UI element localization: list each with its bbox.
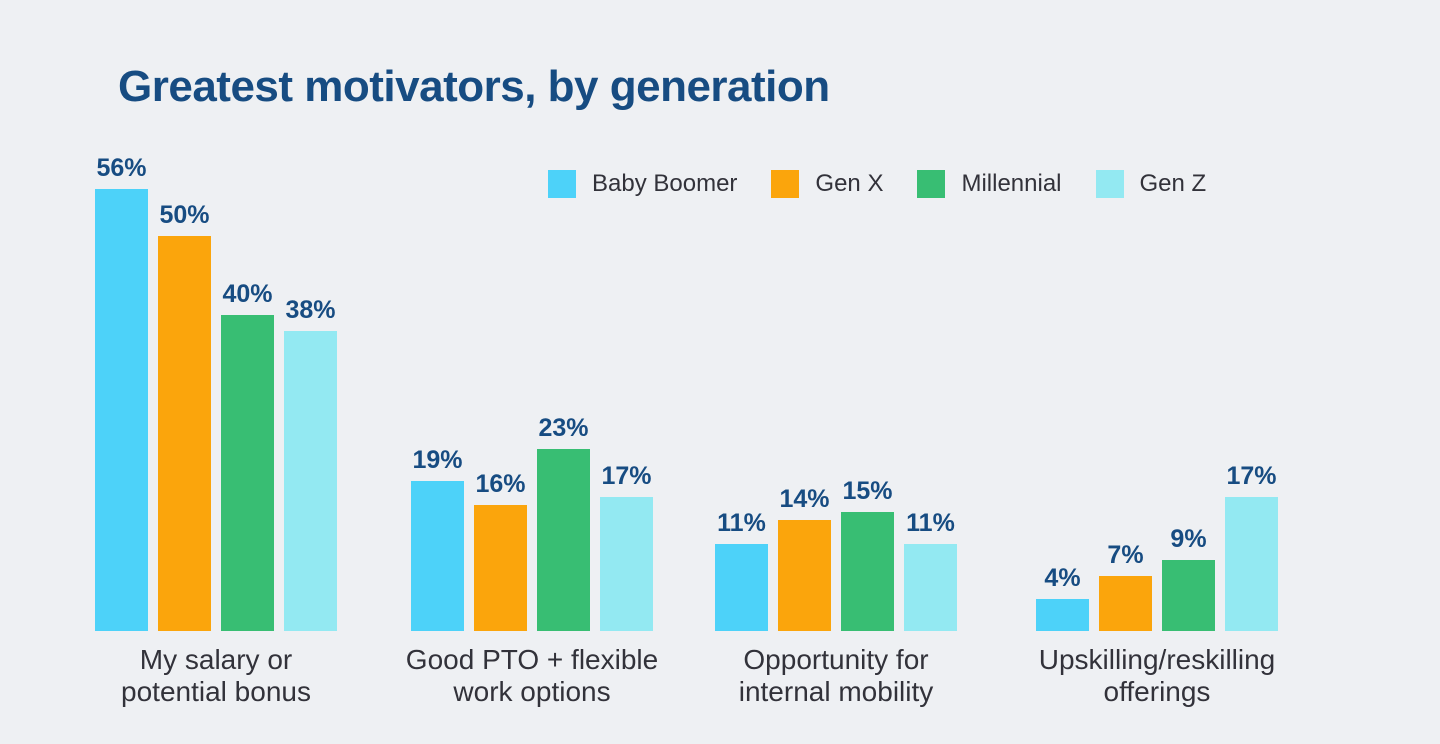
legend-swatch-baby-boomer <box>548 170 576 198</box>
chart-title: Greatest motivators, by generation <box>118 62 830 111</box>
bar-baby-boomer-category-3 <box>715 544 768 631</box>
bar-value-label: 16% <box>475 470 526 498</box>
bar-gen-z-category-3 <box>904 544 957 631</box>
bar-millennial-category-3 <box>841 512 894 631</box>
bar-value-label: 14% <box>779 485 830 513</box>
legend-swatch-millennial <box>917 170 946 198</box>
bar-gen-x-category-4 <box>1099 576 1152 631</box>
bar-gen-x-category-2 <box>474 505 527 631</box>
bar-value-label: 23% <box>538 414 589 442</box>
bar-baby-boomer-category-2 <box>411 481 464 631</box>
bar-value-label: 7% <box>1107 541 1144 569</box>
bar-value-label: 9% <box>1170 525 1207 553</box>
bar-baby-boomer-category-1 <box>95 189 148 631</box>
bar-millennial-category-4 <box>1162 560 1215 631</box>
legend-item-baby-boomer: Baby Boomer <box>548 170 737 198</box>
bar-value-label: 38% <box>285 296 336 324</box>
legend-item-gen-z: Gen Z <box>1095 170 1207 198</box>
bar-value-label: 11% <box>717 509 766 537</box>
category-label-4: Upskilling/reskilling offerings <box>1038 644 1276 707</box>
legend-swatch-gen-z <box>1095 170 1124 198</box>
category-label-2: Good PTO + flexible work options <box>405 644 659 707</box>
bar-value-label: 17% <box>1226 462 1277 490</box>
bar-gen-z-category-1 <box>284 331 337 631</box>
legend-swatch-gen-x <box>771 170 800 198</box>
bar-value-label: 56% <box>96 154 147 182</box>
bar-value-label: 4% <box>1044 564 1081 592</box>
legend-label: Millennial <box>961 170 1062 197</box>
bar-gen-z-category-4 <box>1225 497 1278 631</box>
legend-item-gen-x: Gen X <box>771 170 883 198</box>
bar-gen-x-category-3 <box>778 520 831 631</box>
bar-value-label: 40% <box>222 280 273 308</box>
bar-baby-boomer-category-4 <box>1036 599 1089 631</box>
category-label-3: Opportunity for internal mobility <box>738 644 934 707</box>
legend-label: Gen X <box>815 170 884 197</box>
bar-value-label: 19% <box>412 446 463 474</box>
bar-gen-z-category-2 <box>600 497 653 631</box>
bar-millennial-category-1 <box>221 315 274 631</box>
bar-gen-x-category-1 <box>158 236 211 631</box>
legend-label: Gen Z <box>1139 170 1207 197</box>
bar-value-label: 50% <box>159 201 210 229</box>
legend-label: Baby Boomer <box>592 170 738 197</box>
bar-value-label: 11% <box>906 509 955 537</box>
legend: Baby Boomer Gen X Millennial Gen Z <box>548 170 1206 198</box>
bar-millennial-category-2 <box>537 449 590 631</box>
category-label-1: My salary or potential bonus <box>121 644 311 707</box>
bar-value-label: 17% <box>601 462 652 490</box>
legend-item-millennial: Millennial <box>917 170 1062 198</box>
bar-value-label: 15% <box>842 477 893 505</box>
